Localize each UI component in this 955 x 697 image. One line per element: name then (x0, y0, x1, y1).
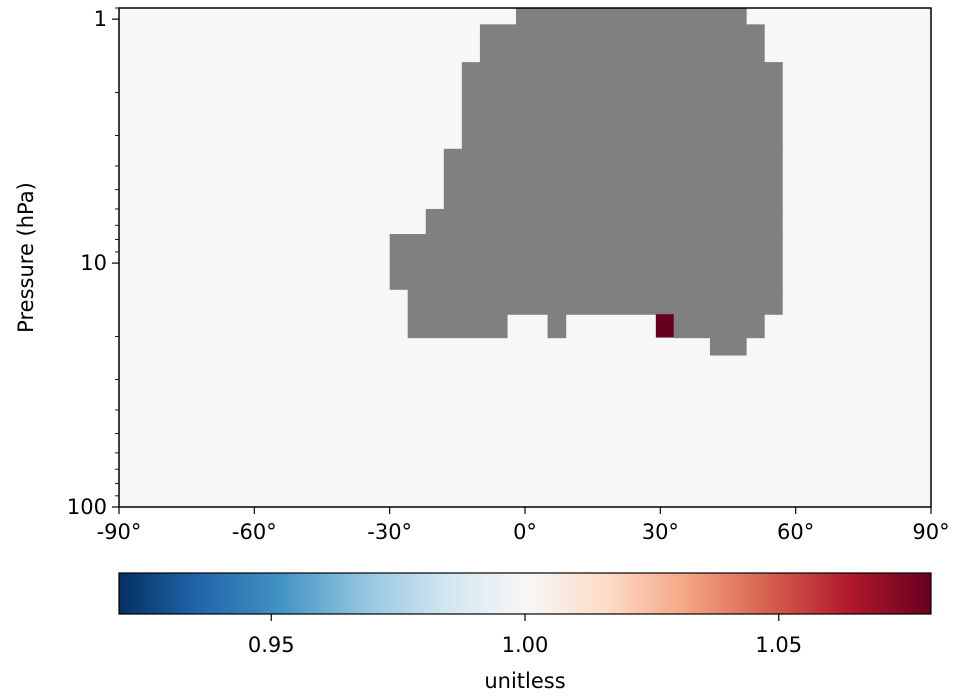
missing-data-cell (673, 314, 765, 339)
missing-data-cell (407, 289, 783, 315)
missing-data-cell (461, 62, 783, 150)
colorbar-tick-label: 1.05 (755, 633, 802, 657)
colorbar-bar (118, 572, 932, 615)
x-tick-label: -90° (97, 520, 142, 544)
y-tick-label: 10 (80, 251, 107, 275)
plot-area (118, 7, 932, 508)
x-tick-label: 30° (642, 520, 679, 544)
x-axis: -90° -60° -30° 0° 30° 60° 90° (97, 507, 950, 544)
missing-data-cell (407, 314, 508, 339)
x-tick-label: 0° (513, 520, 537, 544)
y-axis-title: Pressure (hPa) (14, 182, 38, 333)
missing-data-cell (389, 234, 783, 290)
missing-data-cell (425, 208, 783, 235)
heatmap-cell-high (655, 314, 674, 338)
y-axis: 1 10 100 (67, 7, 119, 519)
x-tick-label: -30° (367, 520, 412, 544)
x-tick-label: 60° (777, 520, 814, 544)
heatmap-cells (389, 8, 783, 356)
missing-data-cell (479, 24, 765, 63)
missing-data-cell (547, 314, 567, 339)
x-tick-label: -60° (232, 520, 277, 544)
colorbar: 0.95 1.00 1.05 unitless (118, 572, 932, 693)
colorbar-ticks: 0.95 1.00 1.05 (248, 614, 802, 657)
colorbar-tick-label: 0.95 (248, 633, 295, 657)
missing-data-cell (443, 148, 783, 210)
x-tick-label: 90° (912, 520, 949, 544)
colorbar-tick-label: 1.00 (502, 633, 549, 657)
missing-data-cell (515, 8, 747, 25)
y-tick-label: 100 (67, 495, 107, 519)
y-tick-label: 1 (94, 7, 107, 31)
colorbar-label: unitless (484, 669, 565, 693)
missing-data-cell (709, 337, 747, 356)
